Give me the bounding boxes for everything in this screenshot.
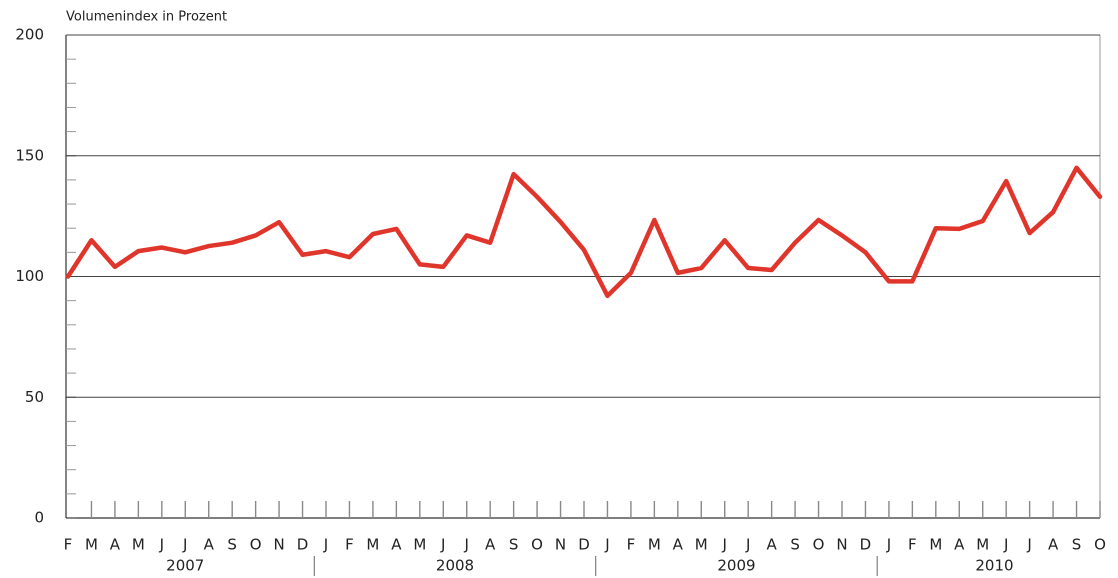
year-label: 2008 — [436, 557, 474, 575]
x-tick-label: J — [159, 536, 164, 554]
y-tick-label: 50 — [25, 388, 44, 406]
x-tick-label: A — [673, 536, 684, 554]
x-tick-label: O — [250, 536, 262, 554]
year-label: 2007 — [166, 557, 204, 575]
x-tick-label: A — [485, 536, 496, 554]
x-tick-label: F — [64, 536, 73, 554]
x-tick-label: J — [604, 536, 609, 554]
x-tick-label: J — [440, 536, 445, 554]
x-tick-label: M — [929, 536, 942, 554]
x-tick-label: S — [790, 536, 800, 554]
x-tick-label: S — [227, 536, 237, 554]
x-tick-label: A — [110, 536, 121, 554]
y-tick-label: 0 — [34, 509, 44, 527]
x-tick-label: N — [273, 536, 284, 554]
x-tick-label: A — [767, 536, 778, 554]
x-tick-label: D — [860, 536, 872, 554]
x-tick-label: J — [1026, 536, 1031, 554]
x-tick-label: D — [578, 536, 590, 554]
x-tick-label: M — [85, 536, 98, 554]
x-tick-label: J — [464, 536, 469, 554]
x-tick-label: M — [366, 536, 379, 554]
x-tick-label: J — [722, 536, 727, 554]
x-tick-label: O — [1094, 536, 1106, 554]
x-tick-label: O — [531, 536, 543, 554]
x-tick-label: J — [1003, 536, 1008, 554]
x-tick-label: F — [345, 536, 354, 554]
x-tick-label: J — [182, 536, 187, 554]
year-label: 2010 — [975, 557, 1013, 575]
x-tick-label: S — [509, 536, 519, 554]
y-tick-label: 200 — [15, 26, 44, 44]
data-line — [65, 165, 1103, 299]
y-tick-label: 150 — [15, 146, 44, 164]
x-tick-label: M — [132, 536, 145, 554]
x-tick-label: D — [297, 536, 309, 554]
x-tick-label: F — [908, 536, 917, 554]
x-tick-label: M — [413, 536, 426, 554]
y-axis-label: Volumenindex in Prozent — [66, 10, 227, 25]
x-tick-label: A — [954, 536, 965, 554]
x-tick-label: J — [323, 536, 328, 554]
x-tick-label: A — [204, 536, 215, 554]
x-tick-label: A — [1048, 536, 1059, 554]
y-tick-label: 100 — [15, 267, 44, 285]
x-tick-label: A — [391, 536, 402, 554]
x-tick-label: O — [813, 536, 825, 554]
x-tick-label: M — [976, 536, 989, 554]
x-tick-label: N — [555, 536, 566, 554]
x-tick-label: F — [627, 536, 636, 554]
x-tick-label: M — [648, 536, 661, 554]
x-tick-label: M — [695, 536, 708, 554]
year-label: 2009 — [717, 557, 755, 575]
x-tick-label: S — [1072, 536, 1082, 554]
x-tick-label: J — [745, 536, 750, 554]
x-tick-label: N — [836, 536, 847, 554]
x-tick-label: J — [886, 536, 891, 554]
